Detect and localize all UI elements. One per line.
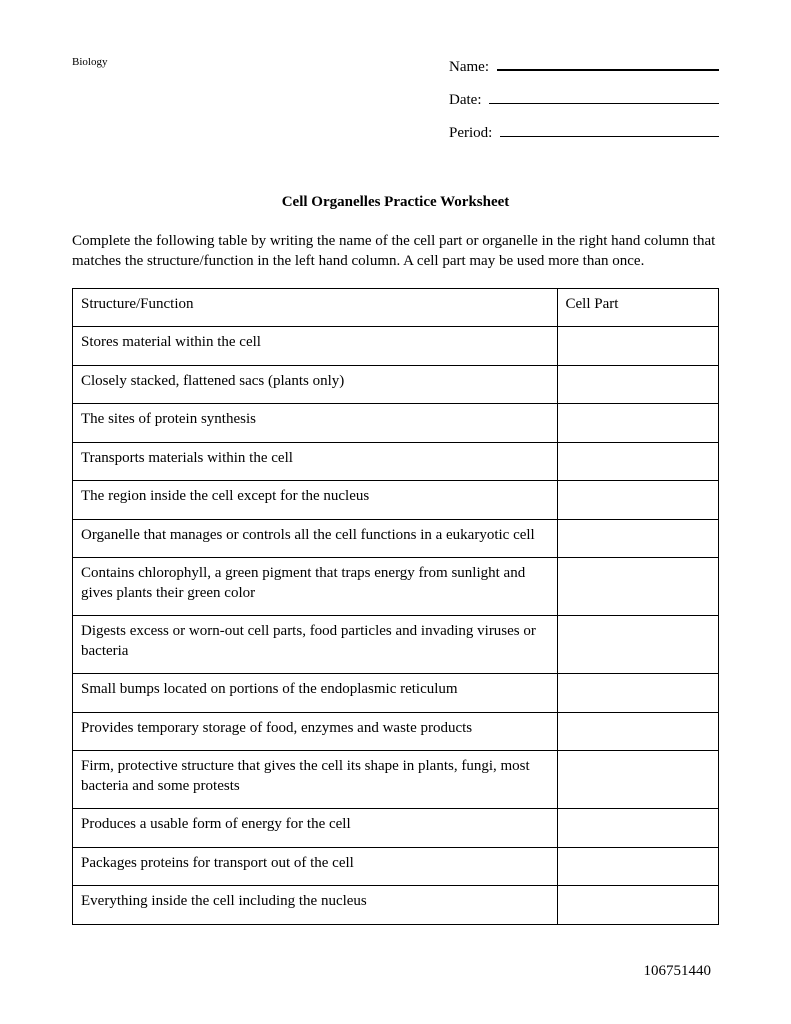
cell-structure: Produces a usable form of energy for the…: [73, 809, 558, 848]
cell-structure: Closely stacked, flattened sacs (plants …: [73, 365, 558, 404]
cell-answer[interactable]: [557, 712, 719, 751]
date-field: Date:: [449, 89, 719, 109]
cell-answer[interactable]: [557, 751, 719, 809]
table-row: Transports materials within the cell: [73, 442, 719, 481]
date-line[interactable]: [489, 89, 719, 104]
cell-answer[interactable]: [557, 327, 719, 366]
cell-answer[interactable]: [557, 519, 719, 558]
cell-answer[interactable]: [557, 558, 719, 616]
cell-answer[interactable]: [557, 404, 719, 443]
period-field: Period:: [449, 122, 719, 142]
cell-structure: Transports materials within the cell: [73, 442, 558, 481]
cell-answer[interactable]: [557, 481, 719, 520]
name-field: Name:: [449, 56, 719, 76]
table-row: The region inside the cell except for th…: [73, 481, 719, 520]
table-row: Closely stacked, flattened sacs (plants …: [73, 365, 719, 404]
period-line[interactable]: [500, 122, 719, 137]
cell-answer[interactable]: [557, 809, 719, 848]
cell-answer[interactable]: [557, 886, 719, 925]
table-row: Packages proteins for transport out of t…: [73, 847, 719, 886]
table-row: Stores material within the cell: [73, 327, 719, 366]
cell-answer[interactable]: [557, 365, 719, 404]
table-row: Organelle that manages or controls all t…: [73, 519, 719, 558]
cell-structure: Contains chlorophyll, a green pigment th…: [73, 558, 558, 616]
table-row: Contains chlorophyll, a green pigment th…: [73, 558, 719, 616]
cell-structure: The region inside the cell except for th…: [73, 481, 558, 520]
table-row: Produces a usable form of energy for the…: [73, 809, 719, 848]
name-line[interactable]: [497, 56, 719, 71]
date-label: Date:: [449, 92, 481, 109]
cell-structure: Provides temporary storage of food, enzy…: [73, 712, 558, 751]
cell-structure: Organelle that manages or controls all t…: [73, 519, 558, 558]
cell-structure: The sites of protein synthesis: [73, 404, 558, 443]
cell-structure: Everything inside the cell including the…: [73, 886, 558, 925]
cell-structure: Stores material within the cell: [73, 327, 558, 366]
table-row: The sites of protein synthesis: [73, 404, 719, 443]
table-row: Provides temporary storage of food, enzy…: [73, 712, 719, 751]
name-label: Name:: [449, 59, 489, 76]
header-row: Biology Name: Date: Period:: [72, 56, 719, 142]
header-structure: Structure/Function: [73, 288, 558, 327]
worksheet-title: Cell Organelles Practice Worksheet: [72, 194, 719, 211]
period-label: Period:: [449, 125, 492, 142]
cell-structure: Packages proteins for transport out of t…: [73, 847, 558, 886]
instructions: Complete the following table by writing …: [72, 231, 719, 272]
cell-answer[interactable]: [557, 847, 719, 886]
cell-answer[interactable]: [557, 616, 719, 674]
table-row: Everything inside the cell including the…: [73, 886, 719, 925]
info-fields: Name: Date: Period:: [449, 56, 719, 142]
table-row: Firm, protective structure that gives th…: [73, 751, 719, 809]
cell-answer[interactable]: [557, 674, 719, 713]
cell-structure: Small bumps located on portions of the e…: [73, 674, 558, 713]
header-cellpart: Cell Part: [557, 288, 719, 327]
table-row: Digests excess or worn-out cell parts, f…: [73, 616, 719, 674]
cell-structure: Firm, protective structure that gives th…: [73, 751, 558, 809]
subject-label: Biology: [72, 56, 107, 68]
cell-structure: Digests excess or worn-out cell parts, f…: [73, 616, 558, 674]
organelles-table: Structure/FunctionCell PartStores materi…: [72, 288, 719, 925]
table-row: Small bumps located on portions of the e…: [73, 674, 719, 713]
cell-answer[interactable]: [557, 442, 719, 481]
footer-id: 106751440: [72, 963, 719, 980]
table-header-row: Structure/FunctionCell Part: [73, 288, 719, 327]
